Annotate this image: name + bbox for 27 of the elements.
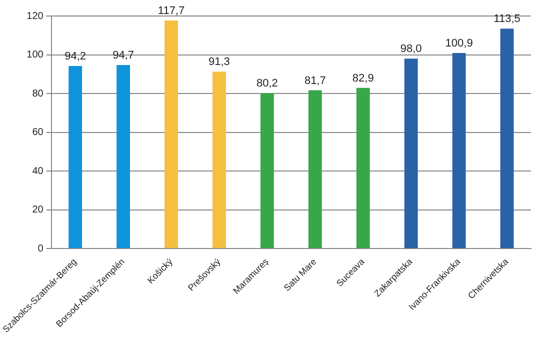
data-label: 82,9 [352, 72, 374, 84]
data-label: 98,0 [400, 43, 422, 56]
data-label: 94,2 [64, 50, 86, 63]
bar [356, 88, 370, 248]
bar [452, 53, 466, 248]
y-tick-label: 20 [32, 204, 44, 216]
data-label: 91,3 [208, 56, 230, 68]
data-label: 81,7 [304, 74, 326, 87]
y-tick-label: 100 [26, 50, 44, 61]
bar [68, 66, 82, 248]
bar [308, 90, 322, 248]
y-tick-label: 120 [26, 10, 44, 22]
bar [164, 20, 178, 248]
y-tick-label: 0 [38, 243, 44, 254]
data-label: 113,5 [494, 13, 520, 26]
data-label: 94,7 [112, 50, 134, 62]
y-tick-label: 80 [32, 88, 44, 100]
data-label: 117,7 [158, 4, 185, 17]
y-tick-label: 60 [32, 127, 44, 138]
bar [404, 58, 418, 248]
bar [260, 93, 274, 248]
bar [212, 72, 226, 248]
data-label: 100,9 [445, 38, 473, 50]
y-tick-label: 40 [32, 166, 44, 177]
bar [500, 28, 514, 248]
bar [116, 65, 130, 248]
data-label: 80,2 [256, 78, 278, 90]
